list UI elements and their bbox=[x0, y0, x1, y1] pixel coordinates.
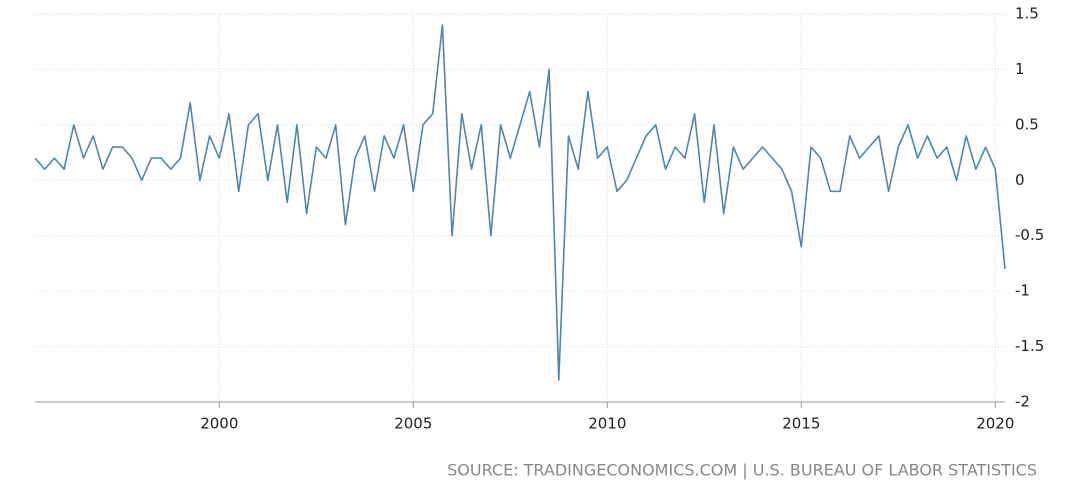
y-tick-label: 1 bbox=[1015, 60, 1025, 78]
x-tick-label: 2010 bbox=[588, 415, 626, 433]
y-tick-label: 1.5 bbox=[1015, 5, 1039, 23]
y-tick-label: -2 bbox=[1015, 393, 1030, 411]
data-line bbox=[34, 24, 1006, 381]
y-tick-label: -1 bbox=[1015, 282, 1030, 300]
source: SOURCE: TRADINGECONOMICS.COM | U.S. BURE… bbox=[447, 461, 1037, 480]
y-tick-label: 0 bbox=[1015, 171, 1025, 189]
x-tick-label: 2015 bbox=[782, 415, 820, 433]
x-tick-label: 2005 bbox=[394, 415, 432, 433]
x-tick-label: 2020 bbox=[976, 415, 1014, 433]
y-tick-label: -0.5 bbox=[1015, 226, 1044, 244]
y-tick-label: 0.5 bbox=[1015, 115, 1039, 133]
y-tick-label: -1.5 bbox=[1015, 337, 1044, 355]
x-tick-label: 2000 bbox=[200, 415, 238, 433]
